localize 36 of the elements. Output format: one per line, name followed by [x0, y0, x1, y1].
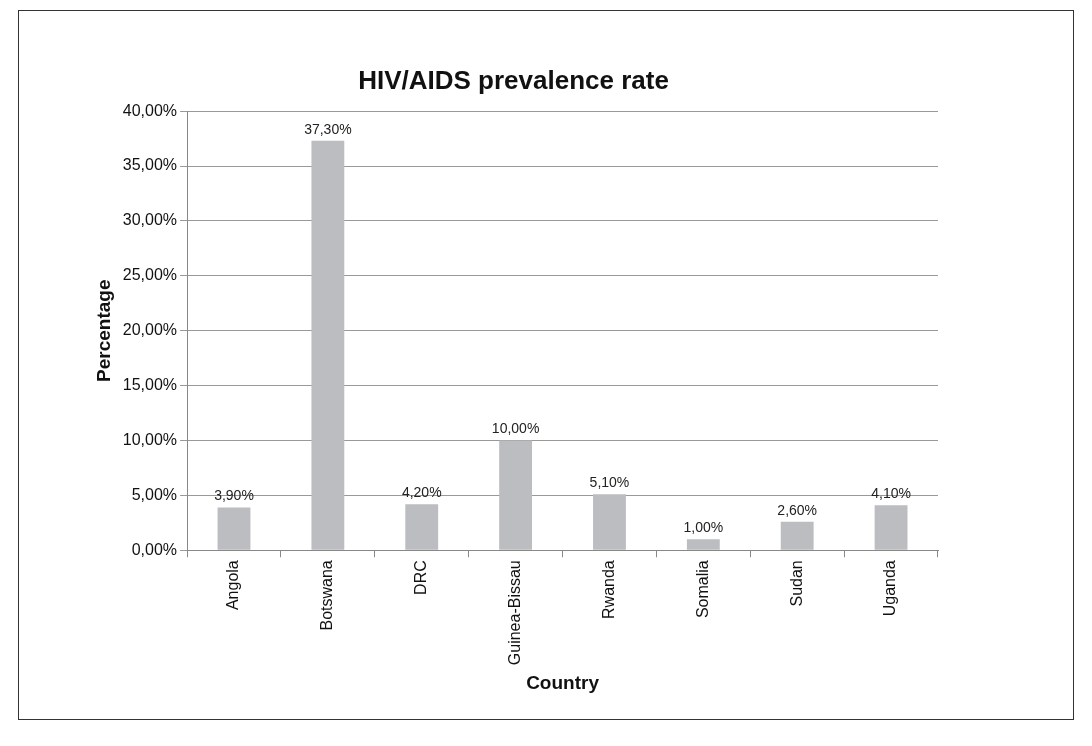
data-label: 4,10% [871, 485, 911, 502]
y-tick-label: 30,00% [122, 211, 178, 229]
y-tick-label: 5,00% [131, 485, 178, 503]
y-tick-label: 15,00% [122, 376, 178, 394]
y-tick-label: 20,00% [122, 321, 178, 339]
bar [217, 507, 251, 550]
x-tick-label: Uganda [881, 560, 899, 617]
x-tick-label: Angola [224, 560, 242, 611]
bar [499, 440, 533, 550]
x-tick-label: Somalia [693, 560, 711, 619]
y-tick-label: 25,00% [122, 266, 178, 284]
y-axis-title: Percentage [92, 279, 114, 382]
x-tick-label: Botswana [318, 560, 336, 631]
x-axis-title: Country [526, 671, 600, 693]
y-tick-label: 10,00% [122, 430, 178, 448]
data-label: 5,10% [589, 474, 630, 491]
data-label: 2,60% [777, 501, 818, 518]
x-tick-label: Rwanda [599, 560, 617, 619]
bar [311, 140, 345, 550]
x-tick-label: Guinea-Bissau [506, 560, 524, 666]
y-tick-label: 0,00% [131, 540, 178, 558]
data-label: 37,30% [304, 120, 352, 137]
bar [780, 521, 814, 550]
bar [593, 494, 626, 550]
bar [686, 539, 720, 550]
data-label: 1,00% [683, 519, 724, 536]
bar [874, 505, 908, 550]
bar [405, 504, 439, 550]
data-label: 3,90% [214, 487, 254, 504]
data-label: 4,20% [401, 484, 442, 501]
x-tick-label: DRC [412, 560, 430, 595]
x-tick-label: Sudan [787, 560, 805, 607]
y-tick-label: 40,00% [122, 101, 178, 119]
y-tick-label: 35,00% [122, 156, 178, 174]
data-label: 10,00% [491, 420, 540, 437]
chart-title: HIV/AIDS prevalence rate [358, 64, 669, 95]
